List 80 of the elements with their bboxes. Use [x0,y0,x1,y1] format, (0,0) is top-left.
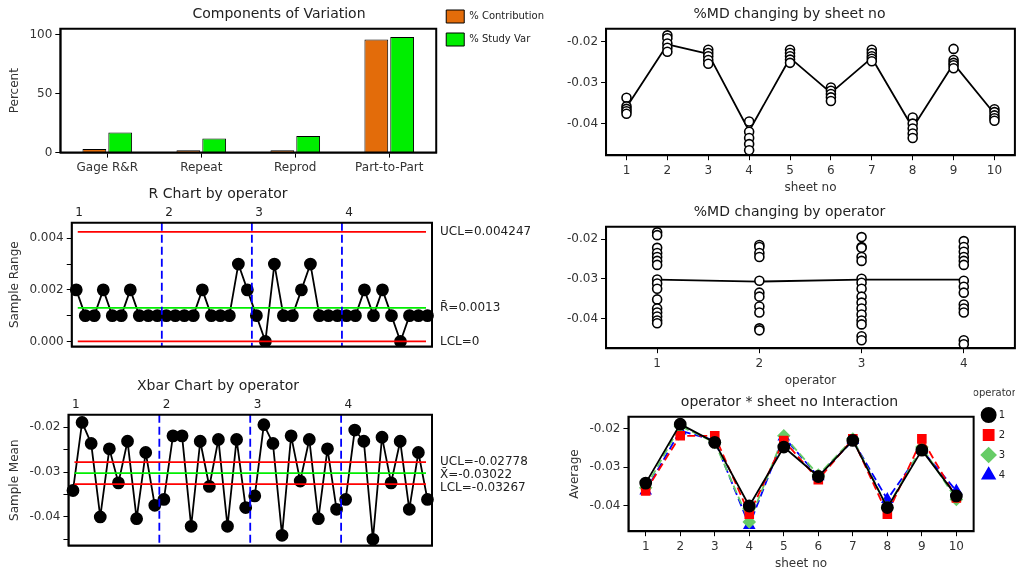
chart-title: Xbar Chart by operator [136,377,300,394]
x-axis-title: operator [784,372,837,387]
x-tick-label: 9 [949,162,958,177]
y-axis-title: Sample Range [7,241,22,329]
y-tick-label: -0.02 [29,419,61,434]
y-tick-label: -0.04 [29,509,61,524]
x-tick-label: 10 [986,162,1003,177]
legend-label: 2 [998,428,1006,440]
y-tick-label: 0.000 [29,333,64,348]
y-tick-label: -0.03 [29,464,61,479]
x-tick-label: 6 [827,162,835,177]
chart-title: %MD changing by sheet no [693,5,886,22]
x-tick-label: 4 [745,162,753,177]
y-tick-label: -0.02 [589,420,621,435]
y-tick-label: -0.02 [566,231,599,246]
y-tick-label: -0.03 [566,270,599,285]
text: 1 [75,204,83,219]
y-axis-title: Average [567,449,582,499]
legend-label: 1 [998,408,1006,420]
ref-line-label: UCL=-0.02778 [440,454,528,469]
y-tick-label: 0.004 [29,230,64,245]
x-tick-label: Repeat [180,159,223,174]
x-tick-label: 2 [676,538,685,553]
y-tick-label: -0.04 [566,115,599,130]
text: 3 [255,204,263,219]
y-tick-label: 50 [37,85,53,100]
text: 4 [344,396,353,411]
x-tick-label: 4 [959,355,968,370]
x-tick-label: Reprod [274,159,317,174]
text: 1 [71,396,80,411]
y-tick-label: -0.04 [589,498,621,513]
x-tick-label: 1 [641,538,650,553]
x-tick-label: 4 [745,538,754,553]
y-tick-label: 100 [29,26,53,41]
x-tick-label: 5 [786,162,794,177]
x-tick-label: Gage R&R [76,159,139,174]
text: 2 [165,204,173,219]
x-axis-title: sheet no [784,179,837,194]
x-tick-label: 8 [908,162,917,177]
x-tick-label: 7 [867,162,876,177]
legend-label: % Study Var [469,33,532,45]
x-tick-label: 10 [948,538,965,553]
x-tick-label: 1 [622,162,631,177]
legend-label: % Contribution [469,10,545,22]
text: 4 [345,204,353,219]
y-tick-label: -0.03 [566,74,599,89]
legend-title: operator [972,386,1017,398]
x-tick-label: 8 [883,538,892,553]
text: 2 [162,396,171,411]
chart-title: %MD changing by operator [693,203,886,220]
y-tick-label: 0 [44,144,53,159]
ref-line-label: LCL=-0.03267 [440,480,526,495]
x-tick-label: 9 [918,538,926,553]
x-tick-label: 3 [704,162,713,177]
ref-line-label: UCL=0.004247 [440,224,532,239]
x-tick-label: 3 [710,538,719,553]
x-tick-label: 5 [779,538,788,553]
text: 3 [253,396,262,411]
x-tick-label: 3 [857,355,866,370]
x-tick-label: 1 [653,355,661,370]
x-tick-label: 6 [814,538,823,553]
y-tick-label: -0.03 [589,459,621,474]
legend-label: 4 [998,468,1006,480]
chart-title: Components of Variation [192,5,366,22]
y-axis-title: Percent [7,67,22,114]
chart-title: R Chart by operator [148,185,288,202]
x-tick-label: 2 [663,162,672,177]
y-tick-label: 0.002 [29,281,64,296]
ref-line-label: R̄=0.0013 [440,299,501,315]
x-axis-title: sheet no [775,555,828,570]
x-tick-label: 7 [849,538,857,553]
ref-line-label: LCL=0 [440,333,480,348]
y-tick-label: -0.02 [566,33,599,48]
y-axis-title: Sample Mean [7,439,22,521]
ref-line-label: X̄=-0.03022 [440,467,513,482]
x-tick-label: Part-to-Part [355,159,424,174]
chart-title: operator * sheet no Interaction [680,393,899,410]
x-tick-label: 2 [755,355,764,370]
legend-label: 3 [998,448,1006,460]
y-tick-label: -0.04 [566,310,599,325]
